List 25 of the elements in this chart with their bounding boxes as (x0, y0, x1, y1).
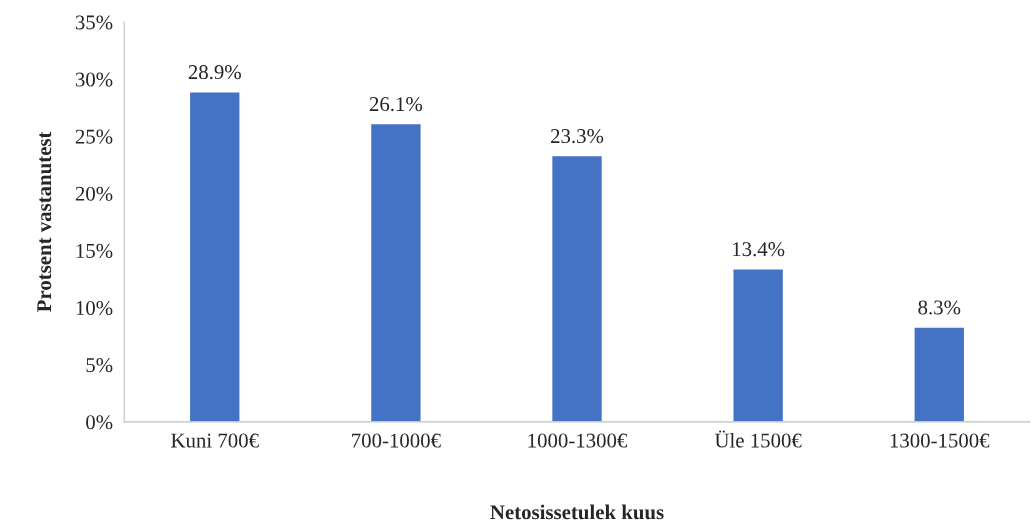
data-label: 8.3% (918, 300, 961, 315)
data-label: 26.1% (369, 97, 423, 112)
y-tick-label: 10% (76, 300, 113, 316)
bar (188, 90, 241, 422)
y-tick-label: 15% (76, 243, 113, 258)
x-tick-label: 700-1000€ (352, 433, 441, 448)
y-tick-label: 35% (75, 15, 113, 30)
x-tick-label: Kuni 700€ (171, 433, 259, 448)
bar (550, 154, 604, 422)
y-tick-label: 30% (75, 72, 113, 87)
y-tick-label: 0% (86, 415, 113, 430)
y-tick-label: 5% (86, 358, 113, 373)
data-label: 13.4% (733, 242, 785, 257)
y-tick-label: 25% (75, 129, 113, 144)
bar (913, 326, 966, 422)
y-axis-title: Protsent vastanutest (37, 131, 52, 312)
y-tick-label: 20% (75, 186, 113, 201)
bar (369, 122, 422, 422)
data-label: 28.9% (188, 65, 241, 80)
x-tick-label: Üle 1500€ (714, 430, 802, 448)
data-label: 23.3% (551, 129, 604, 144)
x-tick-label: 1300-1500€ (890, 433, 990, 448)
bar (732, 268, 785, 422)
x-axis-title: Netosissetulek kuus (490, 504, 664, 520)
x-tick-label: 1000-1300€ (528, 433, 628, 448)
